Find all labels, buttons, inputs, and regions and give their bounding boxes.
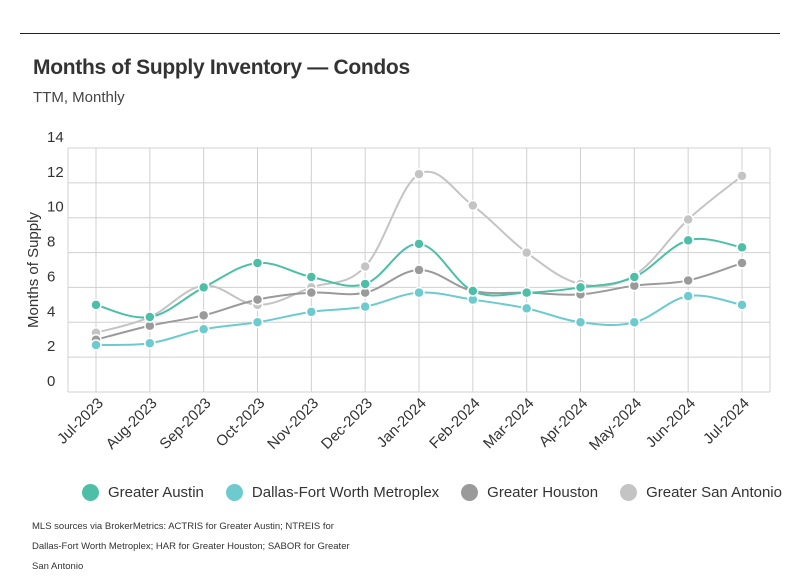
data-point	[144, 337, 156, 349]
data-point	[359, 260, 371, 273]
legend-label: Greater San Antonio	[646, 484, 782, 501]
data-point	[520, 286, 533, 299]
y-tick-label: 14	[47, 129, 64, 146]
y-tick-label: 10	[47, 199, 64, 216]
data-point	[359, 300, 371, 313]
data-point	[251, 316, 264, 329]
data-point	[251, 293, 264, 306]
x-tick-label: Aug-2023	[103, 395, 161, 453]
x-tick-label: Sep-2023	[156, 395, 214, 453]
x-tick-label: Oct-2023	[213, 395, 269, 451]
legend-label: Dallas-Fort Worth Metroplex	[251, 484, 440, 501]
data-point	[467, 199, 479, 212]
data-point	[736, 299, 748, 311]
data-point	[736, 257, 748, 269]
legend-label: Greater Houston	[487, 484, 599, 501]
data-point	[197, 281, 210, 294]
data-point	[305, 306, 318, 318]
data-point	[628, 316, 641, 329]
data-point	[520, 246, 533, 259]
data-point	[305, 271, 318, 283]
chart-legend: Greater Austin Dallas-Fort Worth Metrople…	[82, 484, 799, 501]
legend-item: Greater Austin	[82, 484, 204, 501]
legend-marker	[461, 484, 479, 501]
chart-grid	[67, 147, 771, 393]
y-axis-ticks: 0 2 4 6 8 10 12 14	[47, 129, 64, 390]
legend-item: Greater San Antonio	[620, 484, 782, 501]
data-point	[197, 323, 210, 336]
y-tick-label: 2	[47, 338, 55, 355]
x-tick-label: Jan-2024	[374, 395, 430, 451]
data-point	[682, 274, 694, 287]
data-point	[197, 309, 210, 322]
data-point	[520, 302, 533, 315]
legend-marker	[225, 484, 243, 501]
data-point	[90, 299, 102, 311]
data-point	[628, 271, 641, 283]
x-tick-label: May-2024	[586, 395, 645, 454]
data-point	[413, 286, 425, 299]
x-tick-label: Jul-2023	[54, 395, 107, 448]
x-tick-label: Jun-2024	[643, 395, 699, 451]
y-tick-label: 6	[47, 268, 55, 285]
chart-subtitle: TTM, Monthly	[33, 89, 125, 106]
y-tick-label: 12	[47, 164, 64, 181]
x-tick-label: Dec-2023	[318, 395, 376, 453]
y-tick-label: 8	[47, 234, 55, 251]
y-axis-label: Months of Supply	[25, 212, 42, 328]
data-point	[574, 316, 587, 329]
x-axis-ticks: Jul-2023Aug-2023Sep-2023Oct-2023Nov-2023…	[54, 395, 753, 454]
x-tick-label: Feb-2024	[426, 395, 483, 452]
legend-marker	[620, 484, 638, 501]
legend-label: Greater Austin	[108, 484, 204, 501]
chart-title: Months of Supply Inventory — Condos	[33, 56, 410, 79]
x-tick-label: Jul-2024	[700, 395, 753, 448]
legend-item: Greater Houston	[461, 484, 598, 501]
legend-item: Dallas-Fort Worth Metroplex	[225, 484, 440, 501]
chart-series	[90, 168, 748, 351]
data-point	[467, 285, 479, 297]
data-point	[144, 311, 156, 323]
data-point	[736, 241, 748, 254]
data-point	[682, 234, 694, 247]
data-point	[682, 290, 694, 302]
data-point	[413, 264, 425, 276]
data-point	[736, 170, 748, 182]
data-point	[413, 238, 425, 250]
data-point	[90, 339, 102, 351]
x-tick-label: Apr-2024	[536, 395, 592, 451]
legend-marker	[82, 484, 99, 501]
y-tick-label: 4	[47, 303, 55, 320]
data-point	[359, 278, 371, 290]
x-tick-label: Mar-2024	[480, 395, 537, 452]
data-point	[574, 281, 587, 294]
x-tick-label: Nov-2023	[264, 395, 322, 453]
data-point	[305, 286, 318, 299]
top-rule	[20, 33, 780, 34]
data-point	[413, 168, 425, 180]
data-point	[251, 257, 264, 269]
source-note: MLS sources via BrokerMetrics: ACTRIS fo…	[32, 521, 350, 572]
data-point	[682, 213, 694, 226]
y-tick-label: 0	[47, 373, 55, 390]
